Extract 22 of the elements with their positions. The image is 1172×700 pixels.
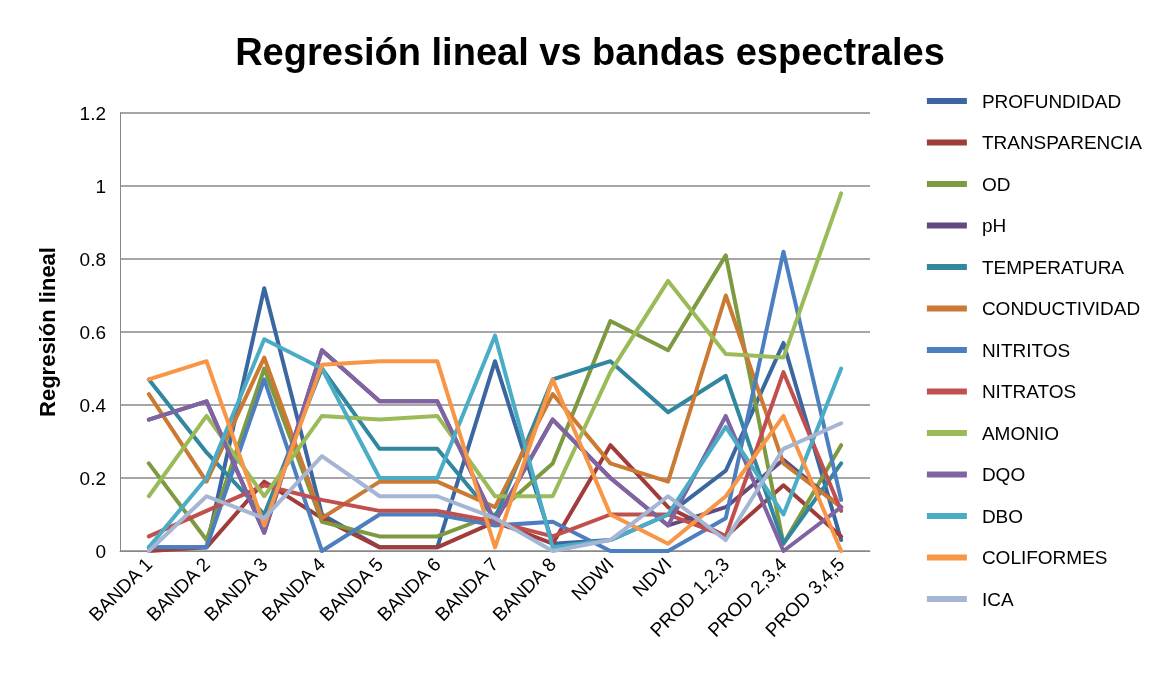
legend-label: COLIFORMES — [981, 547, 1108, 568]
legend-label: DBO — [981, 505, 1024, 527]
legend-label: NITRATOS — [981, 381, 1077, 402]
legend-label: OD — [981, 173, 1011, 195]
legend-label: ICA — [981, 588, 1014, 610]
legend-label: TRANSPARENCIA — [981, 132, 1143, 153]
y-tick-label: 0.8 — [79, 248, 106, 270]
y-tick-label: 1 — [95, 175, 106, 197]
legend-label: TEMPERATURA — [981, 256, 1125, 278]
y-tick-label: 1.2 — [79, 102, 106, 124]
y-tick-label: 0.6 — [79, 321, 106, 343]
legend-label: CONDUCTIVIDAD — [981, 298, 1141, 319]
legend-label: AMONIO — [981, 422, 1059, 444]
y-tick-label: 0.4 — [79, 394, 107, 416]
legend-label: pH — [981, 215, 1007, 236]
y-tick-label: 0 — [95, 540, 106, 562]
legend-label: NITRITOS — [981, 339, 1071, 361]
legend-label: PROFUNDIDAD — [981, 90, 1122, 112]
y-axis-title: Regresión lineal — [34, 247, 60, 417]
legend-label: DQO — [981, 464, 1026, 485]
y-tick-label: 0.2 — [79, 467, 106, 489]
chart-title: Regresión lineal vs bandas espectrales — [235, 31, 945, 73]
